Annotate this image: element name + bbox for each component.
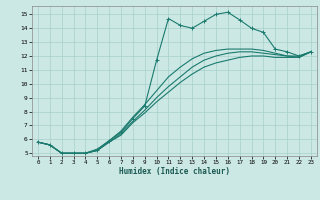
X-axis label: Humidex (Indice chaleur): Humidex (Indice chaleur) [119, 167, 230, 176]
